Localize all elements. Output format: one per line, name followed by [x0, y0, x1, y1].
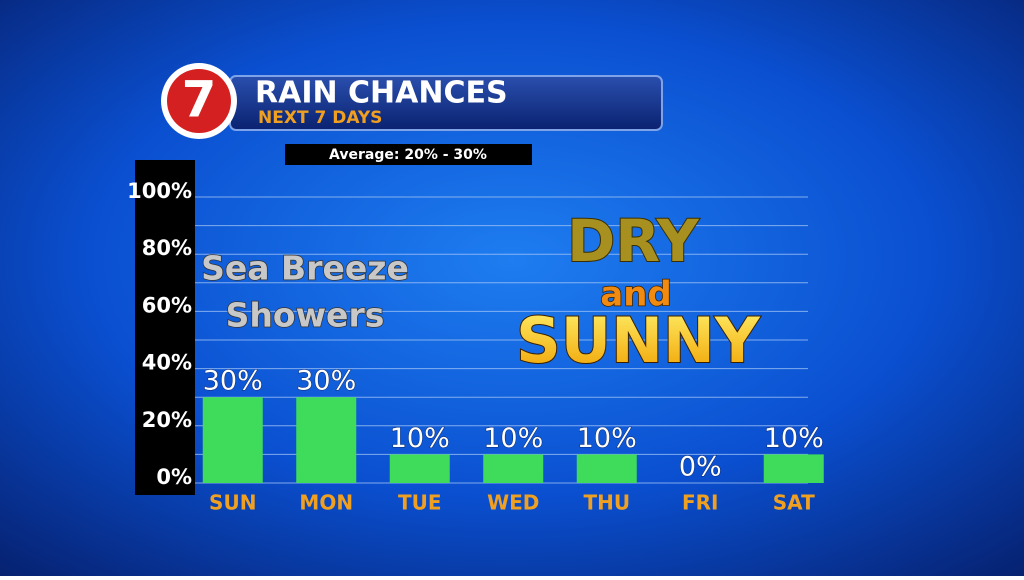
bar — [576, 454, 637, 483]
annotation-right: DRY — [567, 207, 700, 275]
bar — [483, 454, 544, 483]
chart-subtitle: NEXT 7 DAYS — [258, 108, 382, 128]
logo-disc — [167, 69, 231, 133]
value-label: 10% — [390, 423, 450, 454]
axis-panel — [135, 160, 195, 495]
value-label: 10% — [483, 423, 543, 454]
bar — [296, 397, 357, 483]
annotation-right: and — [600, 275, 672, 315]
annotation-right: SUNNY — [516, 304, 761, 377]
value-label: 0% — [679, 452, 722, 483]
x-tick-label: WED — [487, 491, 539, 515]
value-label: 30% — [296, 366, 356, 397]
plot: 0% 20% 40% 60% 80% 100% SUN 30% MON 30% TUE 10% WED 1… — [127, 179, 824, 515]
chart-title: RAIN CHANCES — [255, 76, 508, 111]
x-tick-label: SUN — [209, 491, 256, 515]
x-tick-label: SAT — [773, 491, 815, 515]
x-tick-label: THU — [583, 491, 630, 515]
y-tick-label: 80% — [142, 236, 192, 260]
y-tick-label: 40% — [142, 351, 192, 375]
y-tick-label: 20% — [142, 408, 192, 432]
bar — [202, 397, 263, 483]
y-tick-label: 60% — [142, 293, 192, 317]
value-label: 30% — [203, 366, 263, 397]
annotation-left: Showers — [226, 296, 385, 335]
average-note: Average: 20% - 30% — [329, 147, 487, 163]
y-tick-label: 100% — [127, 179, 192, 203]
average-box — [285, 144, 532, 165]
value-label: 10% — [764, 423, 824, 454]
x-tick-label: TUE — [398, 491, 442, 515]
x-tick-label: MON — [299, 491, 353, 515]
value-label: 10% — [577, 423, 637, 454]
bar — [763, 454, 824, 483]
bar — [389, 454, 450, 483]
annotation-left: Sea Breeze — [201, 249, 409, 288]
x-tick-label: FRI — [682, 491, 719, 515]
y-tick-label: 0% — [156, 465, 192, 489]
logo-text: 7 — [182, 71, 217, 129]
